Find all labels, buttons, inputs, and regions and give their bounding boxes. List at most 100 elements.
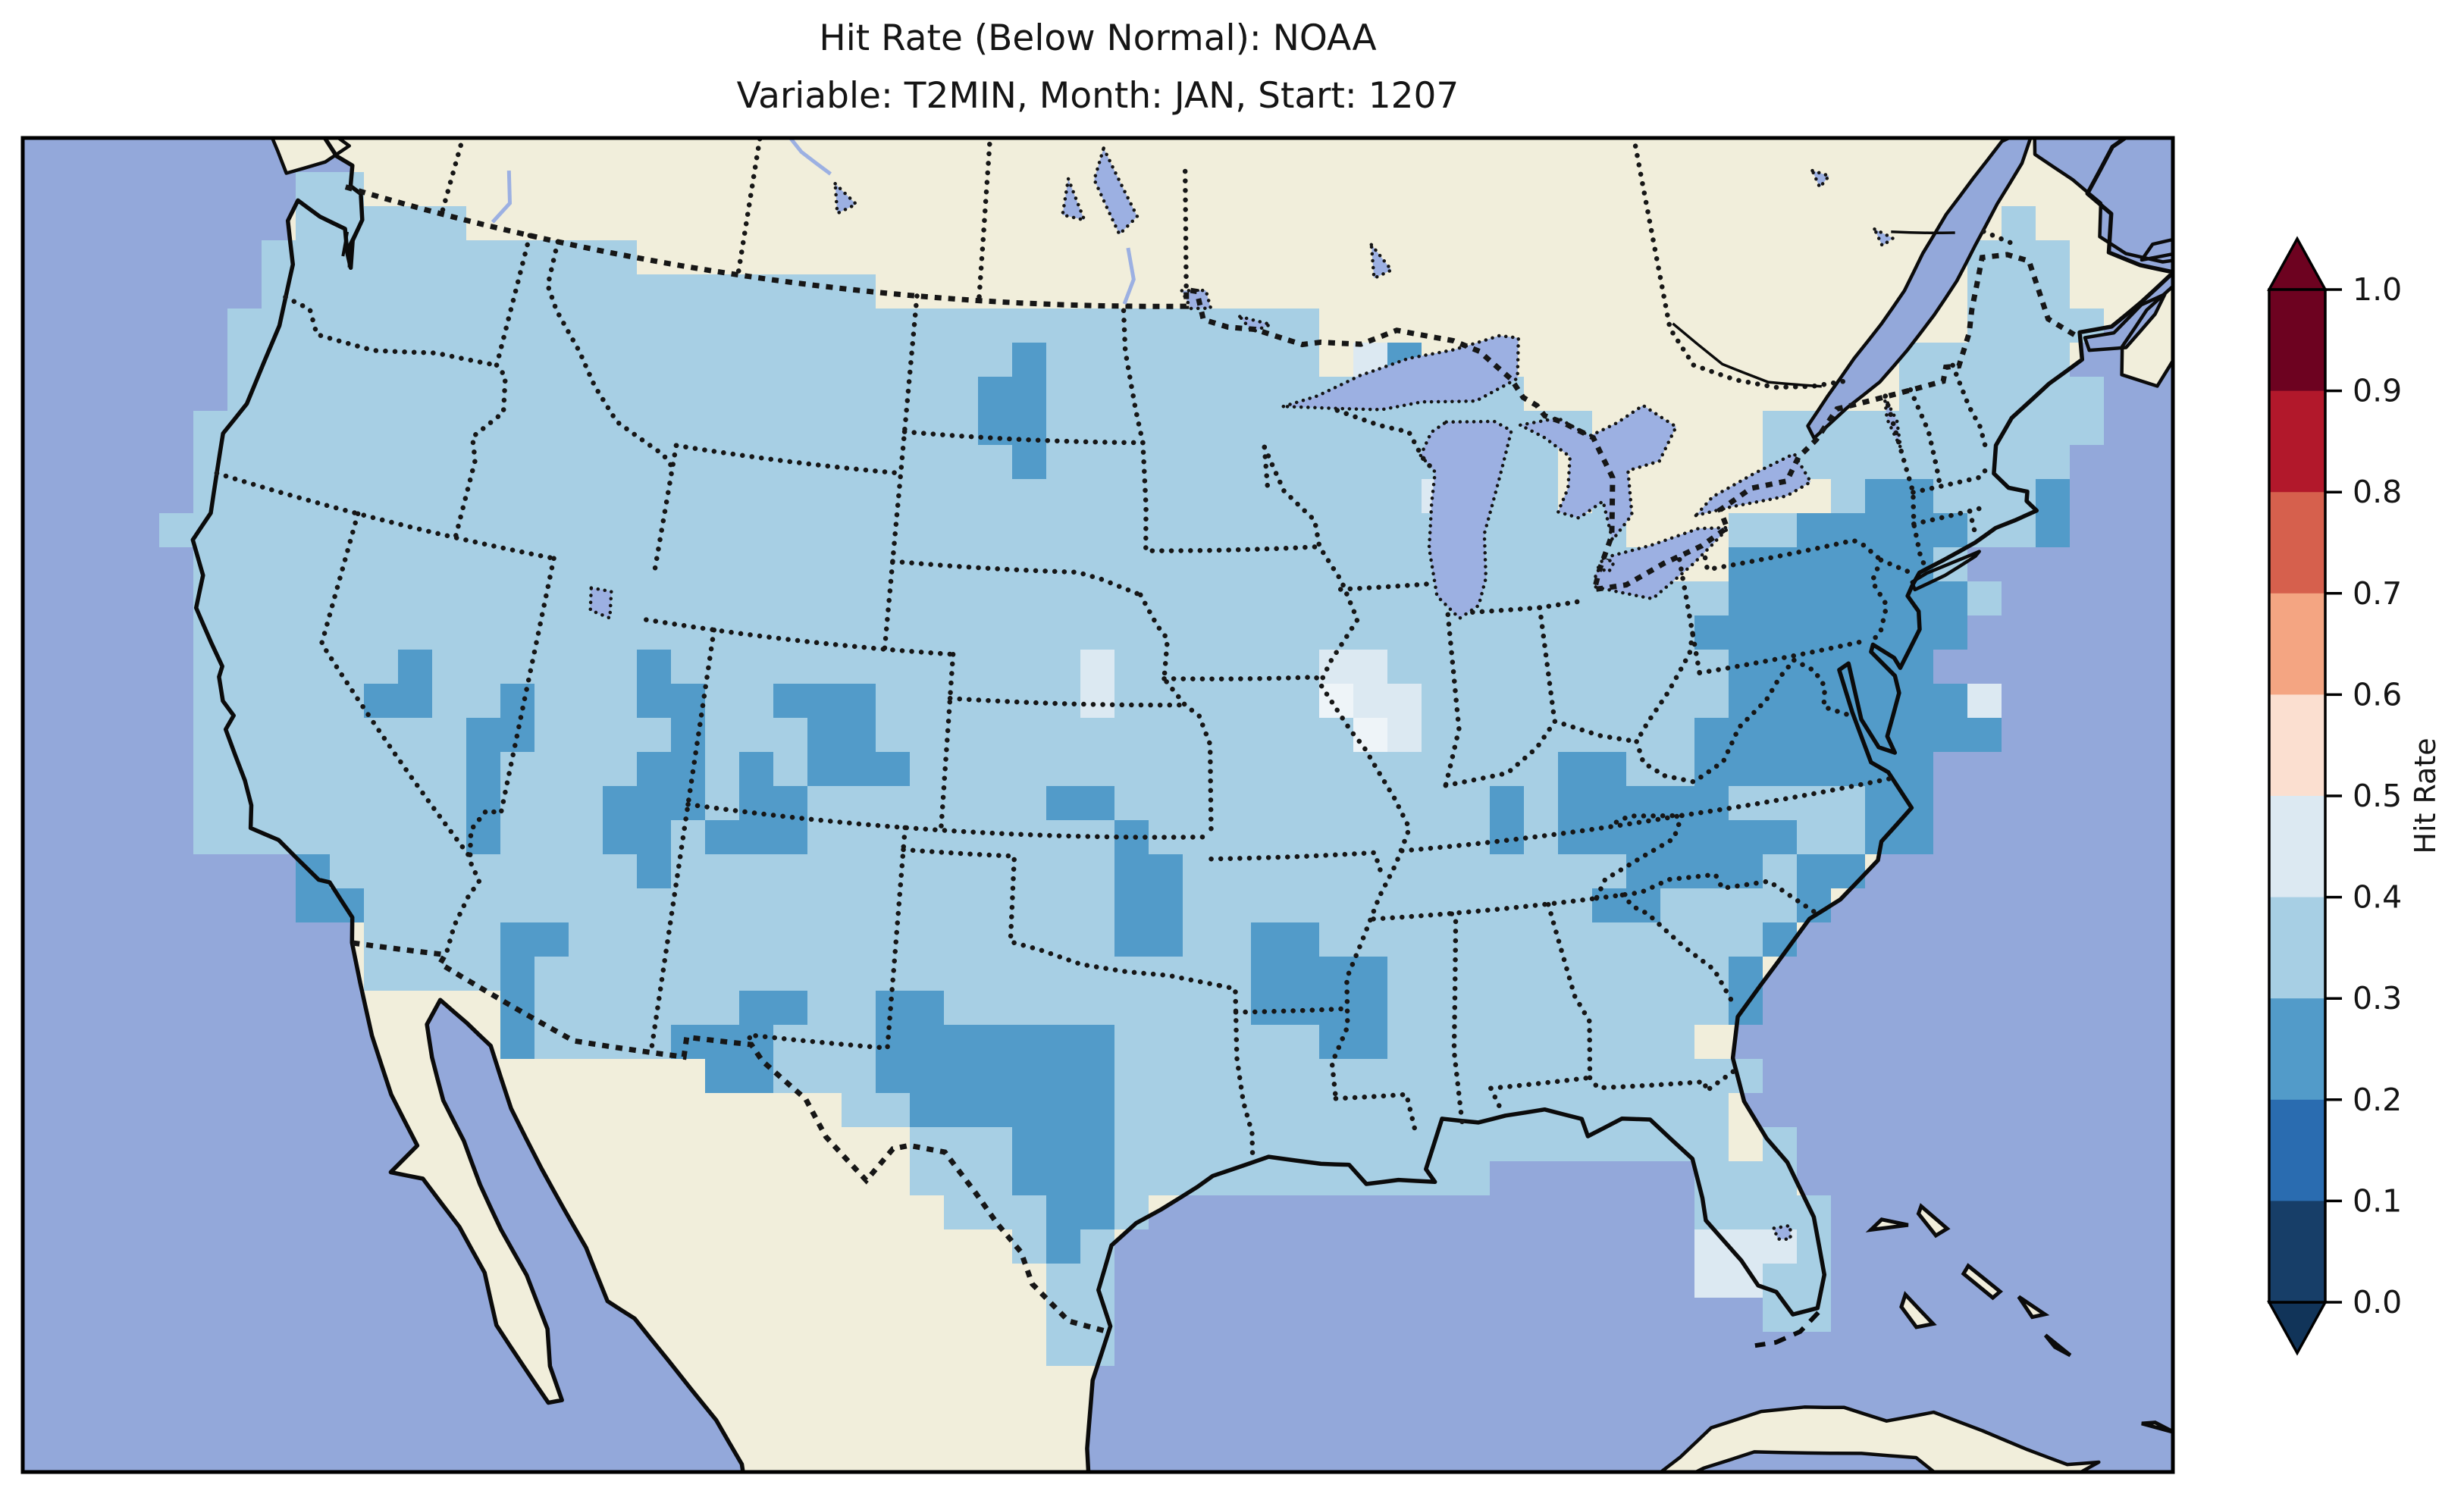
grid-cell — [1797, 854, 1831, 888]
grid-cell — [1353, 1059, 1387, 1093]
grid-cell — [637, 752, 671, 786]
grid-cell — [1967, 411, 2002, 445]
grid-cell — [432, 274, 466, 309]
grid-cell — [398, 377, 432, 411]
grid-cell — [296, 752, 330, 786]
grid-cell — [1933, 445, 1967, 479]
grid-cell — [1251, 991, 1285, 1025]
grid-cell — [671, 274, 705, 309]
grid-cell — [364, 684, 398, 718]
grid-cell — [1149, 1059, 1183, 1093]
grid-cell — [705, 343, 739, 377]
grid-cell — [1660, 888, 1694, 922]
grid-cell — [978, 718, 1012, 752]
grid-cell — [1626, 684, 1660, 718]
grid-cell — [1114, 513, 1149, 547]
bahamas-island — [2215, 1377, 2230, 1389]
grid-cell — [398, 786, 432, 820]
grid-cell — [1694, 1264, 1729, 1298]
grid-cell — [978, 786, 1012, 820]
grid-cell — [739, 309, 773, 343]
grid-cell — [1694, 615, 1729, 650]
grid-cell — [296, 820, 330, 854]
grid-cell — [1592, 957, 1626, 991]
grid-cell — [705, 547, 739, 581]
grid-cell — [1422, 991, 1456, 1025]
gulfs-rivers-layer — [1806, 138, 2173, 440]
grid-cell — [842, 650, 876, 684]
grid-cell — [1729, 752, 1763, 786]
grid-cell — [603, 957, 637, 991]
grid-cell — [330, 547, 364, 581]
grid-cell — [569, 922, 603, 957]
state-border — [1333, 1092, 1418, 1132]
grid-cell — [1251, 888, 1285, 922]
grid-cell — [500, 615, 534, 650]
grid-cell — [432, 547, 466, 581]
grid-cell — [807, 513, 842, 547]
grid-cell — [398, 445, 432, 479]
grid-cell — [1558, 786, 1592, 820]
grid-cell — [330, 309, 364, 343]
river-channel — [1672, 322, 1822, 388]
grid-cell — [1626, 1025, 1660, 1059]
grid-cell — [364, 240, 398, 274]
grid-cell — [193, 786, 227, 820]
grid-cell — [705, 854, 739, 888]
grid-cell — [1183, 377, 1217, 411]
grid-cell — [1217, 820, 1251, 854]
colorbar: 1.0 0.9 0.8 0.7 0.6 0.5 0.4 0.3 0.2 0.1 0.0 Hit Rat… — [2267, 236, 2442, 1356]
small-lake — [676, 138, 682, 139]
grid-cell — [330, 718, 364, 752]
grid-cell — [569, 445, 603, 479]
grid-cell — [1319, 888, 1353, 922]
grid-cell — [705, 888, 739, 922]
grid-cell — [569, 684, 603, 718]
grid-cell — [705, 820, 739, 854]
grid-cell — [944, 922, 978, 957]
grid-cell — [807, 377, 842, 411]
grid-cell — [1797, 1229, 1831, 1264]
grid-cell — [807, 718, 842, 752]
grid-cell — [398, 343, 432, 377]
grid-cell — [944, 377, 978, 411]
grid-cell — [773, 684, 807, 718]
grid-cell — [1114, 479, 1149, 513]
grid-cell — [603, 854, 637, 888]
puget-sound-inlet — [347, 227, 360, 268]
grid-cell — [807, 547, 842, 581]
grid-cell — [296, 240, 330, 274]
grid-cell — [1763, 615, 1797, 650]
grid-cell — [296, 274, 330, 309]
grid-cell — [398, 752, 432, 786]
grid-cell — [1797, 1264, 1831, 1298]
grid-cell — [739, 718, 773, 752]
grid-cell — [500, 684, 534, 718]
grid-cell — [296, 888, 330, 922]
grid-cell — [1763, 547, 1797, 581]
grid-cell — [705, 718, 739, 752]
grid-cell — [1387, 820, 1422, 854]
grid-cell — [1012, 786, 1046, 820]
grid-cell — [1353, 1025, 1387, 1059]
grid-cell — [1149, 991, 1183, 1025]
grid-cell — [910, 922, 944, 957]
grid-cell — [1217, 1059, 1251, 1093]
grid-cell — [637, 650, 671, 684]
grid-cell — [773, 786, 807, 820]
grid-cell — [1387, 1127, 1422, 1161]
colorbar-tick-label: 0.7 — [2353, 575, 2402, 612]
grid-cell — [432, 411, 466, 445]
grid-cell — [1285, 1025, 1319, 1059]
grid-cell — [1183, 1025, 1217, 1059]
grid-cell — [671, 957, 705, 991]
grid-cell — [1080, 922, 1114, 957]
grid-cell — [1694, 1229, 1729, 1264]
grid-cell — [1524, 1127, 1558, 1161]
grid-cell — [637, 309, 671, 343]
grid-cell — [1763, 922, 1797, 957]
grid-cell — [534, 922, 569, 957]
grid-cell — [739, 854, 773, 888]
us-canada-border — [344, 184, 2077, 593]
grid-cell — [944, 820, 978, 854]
